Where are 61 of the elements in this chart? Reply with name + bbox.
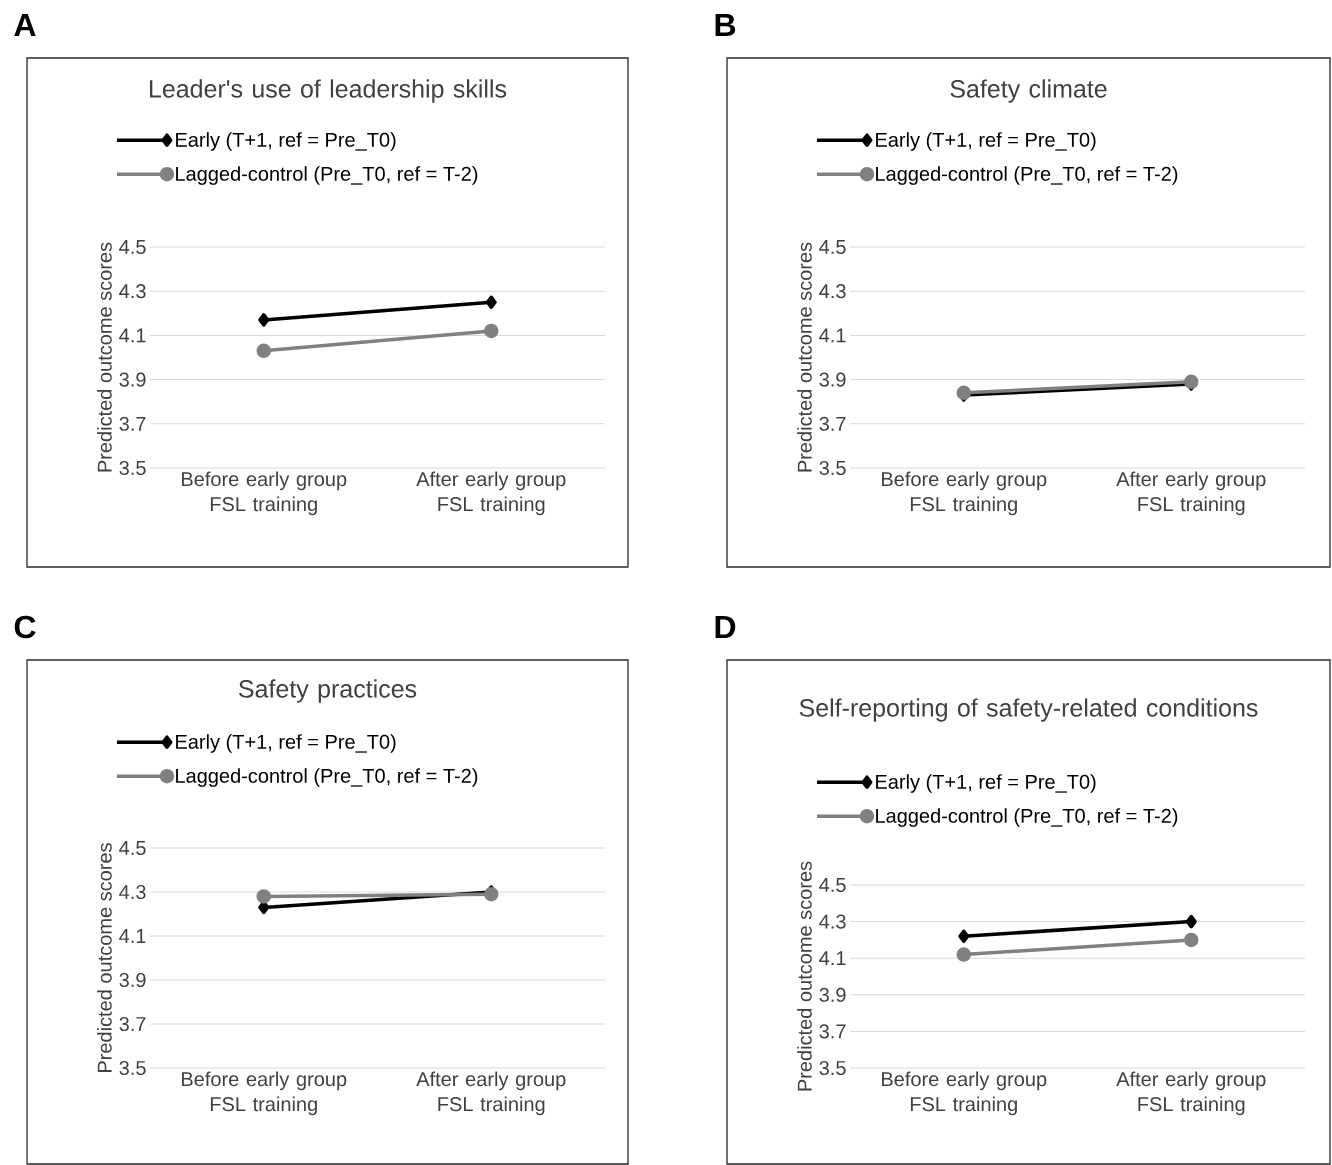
legend-label: Early (T+1, ref = Pre_T0) xyxy=(176,734,396,753)
y-tick-label: 3.7 xyxy=(819,1024,846,1039)
x-tick-label: Before early group FSL training xyxy=(882,471,1047,516)
x-tick-label: After early group FSL training xyxy=(416,1071,566,1116)
text: A xyxy=(14,13,36,36)
legend-label: Lagged-control (Pre_T0, ref = T-2) xyxy=(176,166,478,185)
y-tick-label: 3.9 xyxy=(819,987,846,1002)
text: D xyxy=(715,616,736,638)
point xyxy=(258,313,270,327)
x-tick-label: After early group FSL training xyxy=(1116,471,1266,516)
legend-label: Early (T+1, ref = Pre_T0) xyxy=(176,132,396,151)
y-tick-label: 4.5 xyxy=(819,240,846,254)
chart-title: Safety climate xyxy=(950,79,1107,103)
x-tick-label: After early group FSL training xyxy=(1116,1071,1266,1116)
y-tick-label: 3.5 xyxy=(819,460,846,476)
y-tick-label: 4.5 xyxy=(119,841,146,855)
y-tick-label: 4.3 xyxy=(119,884,146,900)
y-tick-label: 4.3 xyxy=(819,284,846,299)
legend-label: Lagged-control (Pre_T0, ref = T-2) xyxy=(876,166,1178,185)
x-tick-label: After early group FSL training xyxy=(416,471,566,516)
y-tick-label: 3.5 xyxy=(119,460,146,476)
point xyxy=(958,929,970,943)
point xyxy=(485,295,497,309)
y-tick-label: 4.3 xyxy=(119,284,146,299)
y-tick-label: 3.9 xyxy=(119,972,146,988)
y-tick-label: 3.7 xyxy=(119,416,146,431)
y-tick-label: 3.9 xyxy=(119,372,146,387)
y-tick-label: 3.7 xyxy=(119,1016,146,1032)
y-tick-label: 4.1 xyxy=(819,328,846,343)
y-tick-label: 4.3 xyxy=(819,914,846,929)
point xyxy=(484,323,499,339)
legend-label: Early (T+1, ref = Pre_T0) xyxy=(876,132,1096,151)
y-axis-title: Predicted outcome scores xyxy=(97,843,112,1072)
point xyxy=(956,947,972,962)
point xyxy=(256,889,271,904)
point xyxy=(256,343,271,359)
y-tick-label: 4.5 xyxy=(819,878,846,892)
legend-label: Lagged-control (Pre_T0, ref = T-2) xyxy=(876,808,1178,827)
y-tick-label: 3.7 xyxy=(819,416,846,431)
y-tick-label: 3.5 xyxy=(819,1060,846,1076)
point xyxy=(1185,914,1197,929)
x-tick-label: Before early group FSL training xyxy=(882,1071,1047,1116)
y-axis-title: Predicted outcome scores xyxy=(97,242,112,472)
y-tick-label: 3.9 xyxy=(819,372,846,387)
y-tick-label: 4.1 xyxy=(119,929,146,943)
y-tick-label: 4.5 xyxy=(119,240,146,254)
text: C xyxy=(14,615,36,639)
chart-title: Self-reporting of safety-related conditions xyxy=(799,698,1258,722)
y-axis-title: Predicted outcome scores xyxy=(797,861,812,1091)
legend-label: Early (T+1, ref = Pre_T0) xyxy=(876,774,1096,793)
chart-title: Leader's use of leadership skills xyxy=(149,79,507,103)
y-axis-title: Predicted outcome scores xyxy=(797,242,812,472)
point xyxy=(1184,932,1199,948)
text: B xyxy=(715,13,736,36)
x-tick-label: Before early group FSL training xyxy=(182,1071,347,1116)
chart-title: Safety practices xyxy=(239,679,417,703)
y-tick-label: 4.1 xyxy=(119,328,146,343)
legend-label: Lagged-control (Pre_T0, ref = T-2) xyxy=(176,768,478,787)
y-tick-label: 4.1 xyxy=(819,951,846,966)
y-tick-label: 3.5 xyxy=(119,1060,146,1076)
x-tick-label: Before early group FSL training xyxy=(182,471,347,516)
